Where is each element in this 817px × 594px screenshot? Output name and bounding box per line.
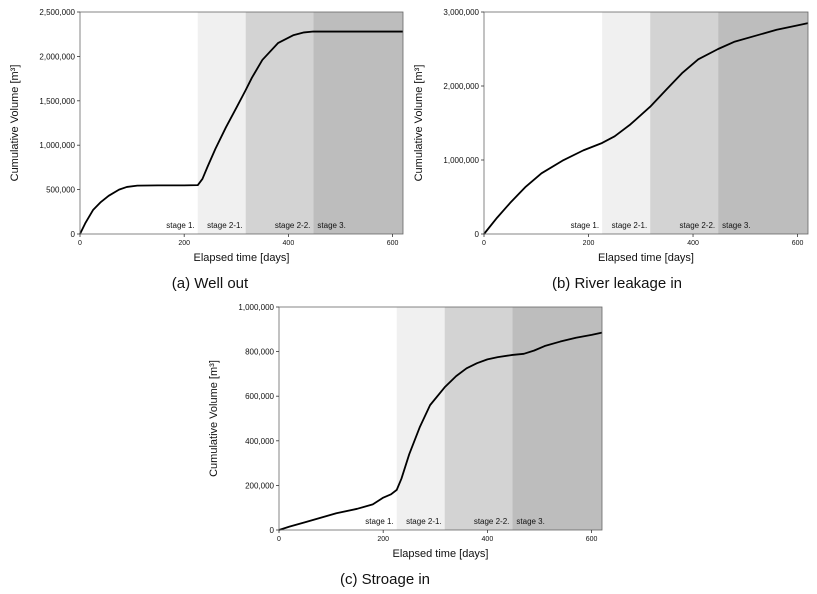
y-axis-title: Cumulative Volume [m³]	[208, 360, 220, 477]
stage-label: stage 2-2.	[275, 221, 311, 230]
stage-band	[245, 12, 314, 234]
x-tick-label: 200	[377, 536, 389, 543]
x-tick-label: 0	[277, 536, 281, 543]
x-tick-label: 200	[583, 240, 595, 247]
stage-label: stage 2-1.	[612, 221, 648, 230]
chart-2: stage 1. stage 2-1. stage 2-2. stage 3. 0 200…	[208, 303, 603, 588]
stage-label: stage 2-1.	[207, 221, 243, 230]
x-axis-title: Elapsed time [days]	[194, 252, 290, 264]
y-tick-label: 2,000,000	[443, 82, 479, 91]
stage-label: stage 1.	[365, 517, 393, 526]
x-tick-label: 0	[78, 240, 82, 247]
stage-label: stage 3.	[722, 221, 750, 230]
stage-label: stage 2-2.	[474, 517, 510, 526]
stage-label: stage 1.	[166, 221, 194, 230]
x-tick-label: 600	[792, 240, 804, 247]
stage-band	[484, 12, 603, 234]
stage-band	[650, 12, 719, 234]
stage-band	[396, 307, 445, 530]
x-axis-title: Elapsed time [days]	[598, 252, 694, 264]
y-tick-label: 0	[71, 230, 76, 239]
x-axis-title: Elapsed time [days]	[393, 548, 489, 560]
stage-band	[512, 307, 602, 530]
x-tick-label: 0	[482, 240, 486, 247]
stage-band	[197, 12, 246, 234]
y-tick-label: 1,000,000	[39, 141, 75, 150]
y-tick-label: 2,500,000	[39, 8, 75, 17]
stage-band	[718, 12, 808, 234]
y-tick-label: 800,000	[245, 348, 274, 357]
x-tick-label: 200	[178, 240, 190, 247]
series-line	[278, 331, 603, 531]
chart-0: stage 1. stage 2-1. stage 2-2. stage 3. 0 500…	[9, 8, 404, 292]
stage-band	[602, 12, 651, 234]
stage-band	[279, 307, 397, 530]
y-tick-label: 200,000	[245, 481, 274, 490]
y-tick-label: 500,000	[46, 186, 75, 195]
stage-band	[313, 12, 403, 234]
plot-frame	[483, 11, 809, 235]
y-tick-label: 1,000,000	[443, 156, 479, 165]
y-tick-label: 0	[475, 230, 480, 239]
chart-1: stage 1. stage 2-1. stage 2-2. stage 3. 0 1,0…	[413, 8, 809, 292]
y-tick-label: 400,000	[245, 437, 274, 446]
stage-label: stage 3.	[317, 221, 345, 230]
stage-label: stage 2-2.	[680, 221, 716, 230]
x-tick-label: 400	[687, 240, 699, 247]
y-axis-title: Cumulative Volume [m³]	[9, 65, 21, 182]
stage-label: stage 1.	[571, 221, 599, 230]
series-line	[79, 30, 403, 235]
plot-frame	[278, 306, 603, 531]
y-tick-label: 2,000,000	[39, 52, 75, 61]
y-tick-label: 0	[270, 526, 275, 535]
x-tick-label: 400	[482, 536, 494, 543]
series-line	[483, 22, 809, 235]
y-tick-label: 600,000	[245, 392, 274, 401]
y-tick-label: 1,000,000	[238, 303, 274, 312]
x-tick-label: 600	[387, 240, 399, 247]
y-tick-label: 1,500,000	[39, 97, 75, 106]
stage-label: stage 2-1.	[406, 517, 442, 526]
y-axis-title: Cumulative Volume [m³]	[413, 65, 425, 182]
chart-caption: (a) Well out	[172, 275, 249, 292]
stage-band	[444, 307, 513, 530]
stage-label: stage 3.	[516, 517, 544, 526]
y-tick-label: 3,000,000	[443, 8, 479, 17]
stage-band	[80, 12, 198, 234]
chart-caption: (b) River leakage in	[552, 275, 682, 292]
x-tick-label: 400	[283, 240, 295, 247]
chart-caption: (c) Stroage in	[340, 571, 430, 588]
plot-frame	[79, 11, 404, 235]
x-tick-label: 600	[586, 536, 598, 543]
